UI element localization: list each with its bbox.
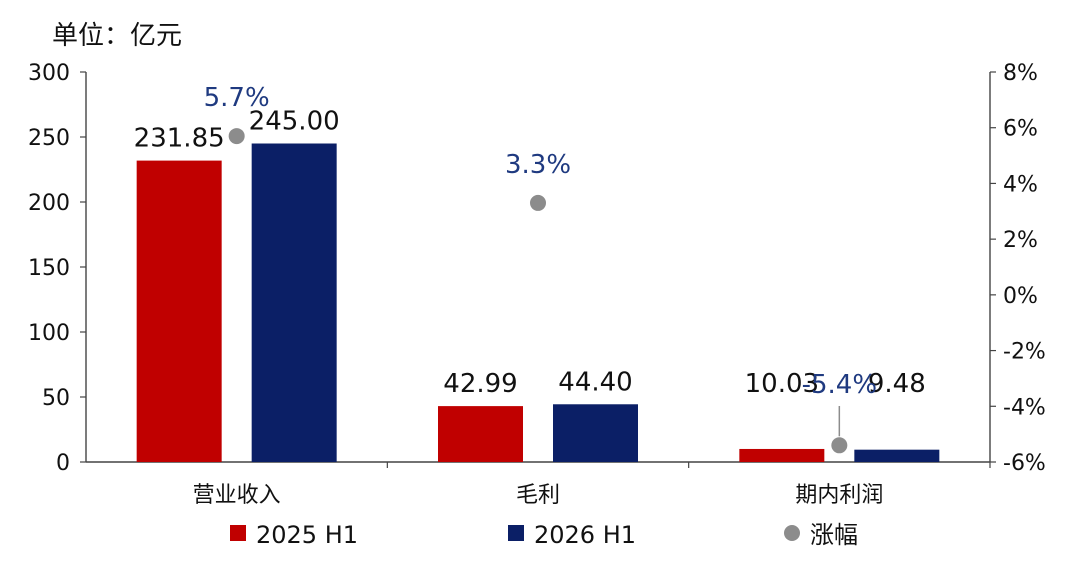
legend-swatch [784, 525, 800, 541]
category-labels: 营业收入 毛利 期内利润 [193, 462, 991, 508]
legend-label: 涨幅 [810, 521, 858, 549]
legend-swatch [508, 525, 524, 541]
legend-label: 2025 H1 [256, 521, 358, 549]
legend-label: 2026 H1 [534, 521, 636, 549]
right-tick-label: 2% [1003, 228, 1038, 253]
bar-value-label: 10.03 [745, 369, 819, 399]
left-tick-label: 250 [28, 126, 70, 151]
growth-label: 3.3% [505, 150, 571, 180]
category-label: 毛利 [516, 483, 560, 508]
left-tick-label: 300 [28, 61, 70, 86]
bar-value-label: 245.00 [249, 107, 340, 137]
right-tick-label: 4% [1003, 172, 1038, 197]
legend-swatch [230, 525, 246, 541]
bar-2025-h1 [136, 160, 222, 462]
bar-2026-h1 [854, 449, 940, 462]
right-tick-label: -2% [1003, 340, 1046, 365]
bar-2025-h1 [438, 406, 523, 462]
right-tick-label: -6% [1003, 451, 1046, 476]
bar-value-label: 44.40 [558, 367, 632, 397]
bar-value-label: 42.99 [443, 369, 517, 399]
growth-point [831, 437, 848, 454]
growth-label: 5.7% [204, 83, 270, 113]
growth-point [530, 194, 546, 211]
right-tick-label: 0% [1003, 284, 1038, 309]
left-tick-label: 200 [28, 191, 70, 216]
unit-label: 单位：亿元 [52, 21, 182, 51]
legend: 2025 H1 2026 H1 涨幅 [230, 521, 858, 549]
left-tick-label: 0 [56, 451, 70, 476]
bar-2026-h1 [251, 143, 337, 462]
right-tick-label: -4% [1003, 395, 1046, 420]
growth-label: -5.4% [802, 370, 877, 400]
growth-series: 5.7% 3.3% -5.4% [204, 83, 877, 454]
left-tick-label: 100 [28, 321, 70, 346]
bar-value-label: 9.48 [868, 369, 926, 399]
category-label: 营业收入 [193, 483, 281, 508]
bar-2026-h1 [553, 404, 638, 462]
bar-series [136, 143, 940, 462]
bar-value-labels: 231.85 245.00 42.99 44.40 10.03 9.48 [134, 107, 926, 400]
right-tick-label: 6% [1003, 117, 1038, 142]
right-axis: -6% -4% -2% 0% 2% 4% 6% 8% [990, 61, 1046, 476]
bar-value-label: 231.85 [134, 124, 225, 154]
bar-2025-h1 [739, 448, 825, 462]
left-tick-label: 50 [42, 386, 70, 411]
growth-point [228, 128, 245, 145]
right-tick-label: 8% [1003, 61, 1038, 86]
left-axis: 0 50 100 150 200 250 300 [28, 61, 86, 476]
category-label: 期内利润 [795, 483, 883, 508]
axis-lines [85, 72, 991, 463]
left-tick-label: 150 [28, 256, 70, 281]
